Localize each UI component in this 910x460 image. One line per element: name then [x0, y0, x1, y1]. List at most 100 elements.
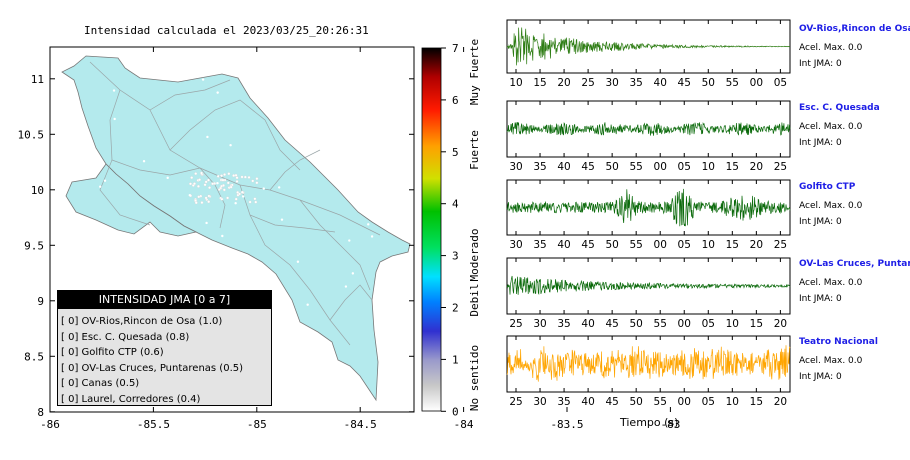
time-tick-label: 00: [678, 318, 691, 330]
map-dot: [240, 190, 244, 194]
map-dot: [142, 160, 146, 163]
map-dot: [194, 172, 198, 176]
time-tick-label: 15: [750, 318, 763, 330]
time-tick-label: 10: [702, 239, 715, 251]
time-tick-label: 20: [750, 161, 763, 173]
lon-tick-label: -83.5: [550, 418, 583, 431]
lat-tick-label: 9.5: [24, 239, 44, 252]
map-dot: [99, 185, 102, 188]
map-dot: [194, 201, 198, 205]
time-tick-label: 15: [533, 77, 546, 89]
map-dot: [206, 135, 209, 139]
map-dot: [200, 171, 203, 175]
time-tick-label: 00: [654, 239, 667, 251]
colorbar-gradient: [421, 47, 442, 412]
map-dot: [198, 178, 201, 182]
time-tick-label: 25: [774, 239, 787, 251]
time-tick-label: 00: [654, 161, 667, 173]
time-tick-label: 25: [509, 396, 522, 408]
map-dot: [204, 180, 208, 184]
station-name: Esc. C. Quesada: [799, 103, 880, 113]
map-dot: [251, 179, 255, 183]
seismogram-panel: 30 35 40 45 50 55 00 05 10 15 20 25: [506, 100, 791, 173]
map-dot: [216, 174, 220, 178]
colorbar-category-label: Fuerte: [468, 130, 481, 170]
nicoya-peninsula: [65, 163, 198, 237]
map-dot: [166, 176, 169, 180]
legend-entry: [ 0] OV-Rios,Rincon de Osa (1.0): [61, 316, 223, 327]
map-dot: [220, 174, 223, 178]
map-dot: [240, 175, 244, 179]
map-dot: [188, 193, 192, 197]
map-dot: [208, 186, 212, 190]
map-dot: [253, 197, 257, 201]
lat-tick-label: 8.5: [24, 350, 44, 363]
station-name: OV-Rios,Rincon de Osa: [799, 24, 910, 34]
time-tick-label: 50: [605, 161, 618, 173]
seismogram-panel: 25 30 35 40 45 50 55 00 05 10 15 20: [506, 257, 791, 330]
map-dot: [97, 248, 100, 252]
time-tick-label: 40: [557, 161, 570, 173]
time-tick-label: 10: [726, 318, 739, 330]
time-tick-label: 40: [654, 77, 667, 89]
colorbar-tick-label: 0: [452, 405, 459, 418]
time-tick-label: 25: [509, 318, 522, 330]
lat-tick-label: 9: [37, 295, 44, 308]
seismogram-panel: 10 15 20 25 30 35 40 45 50 55 00 05: [506, 19, 791, 89]
map-dot: [180, 75, 183, 78]
lat-tick-label: 8: [37, 406, 44, 419]
colorbar-tick-label: 5: [452, 146, 459, 159]
colorbar-category-label: No sentido: [468, 345, 481, 411]
station-jma: Int JMA: 0: [799, 372, 842, 382]
station-accel: Acel. Max. 0.0: [799, 122, 863, 132]
time-tick-label: 05: [702, 396, 715, 408]
lat-tick-label: 10.5: [18, 128, 45, 141]
map-dot: [142, 266, 145, 269]
time-tick-label: 05: [678, 161, 691, 173]
x-axis-label: Tiempo (s): [620, 416, 679, 429]
time-tick-label: 35: [629, 77, 642, 89]
map-dot: [222, 188, 226, 192]
map-dot: [234, 202, 237, 205]
map-dot: [229, 185, 233, 189]
time-tick-label: 25: [581, 77, 594, 89]
time-tick-label: 35: [533, 239, 546, 251]
map-dot: [207, 200, 211, 204]
colorbar-category-label: Moderado: [468, 229, 481, 282]
time-tick-label: 15: [750, 396, 763, 408]
lon-tick-label: -86: [40, 418, 60, 431]
map-dot: [317, 343, 320, 346]
map-dot: [205, 221, 208, 225]
map-dot: [235, 176, 239, 180]
station-info-5: Teatro Nacional Acel. Max. 0.0 Int JMA: …: [799, 337, 878, 382]
time-tick-label: 50: [702, 77, 715, 89]
time-tick-label: 45: [581, 239, 594, 251]
map-dot: [348, 239, 351, 242]
time-tick-label: 00: [750, 77, 763, 89]
time-tick-label: 45: [605, 396, 618, 408]
map-dot: [277, 186, 281, 189]
time-tick-label: 15: [726, 239, 739, 251]
time-tick-label: 05: [702, 318, 715, 330]
map-dot: [207, 194, 211, 198]
lat-axis: 11 10.5 10 9.5 9 8.5 8: [18, 73, 414, 419]
station-jma: Int JMA: 0: [799, 217, 842, 227]
map-dot: [227, 172, 231, 176]
legend-entry: [ 0] Golfito CTP (0.6): [61, 347, 164, 359]
map-dot: [226, 181, 230, 185]
station-name: OV-Las Cruces, Puntar: [799, 259, 910, 269]
station-jma: Int JMA: 0: [799, 138, 842, 148]
map-dot: [184, 77, 188, 80]
map-dot: [236, 190, 240, 194]
map-dot: [344, 285, 348, 288]
time-tick-label: 50: [629, 396, 642, 408]
station-info-1: OV-Rios,Rincon de Osa Acel. Max. 0.0 Int…: [799, 24, 910, 69]
seismogram-trace: [506, 188, 791, 227]
time-tick-label: 15: [726, 161, 739, 173]
legend-entry: [ 0] Laurel, Corredores (0.4): [61, 393, 201, 405]
time-tick-label: 30: [605, 77, 618, 89]
seismogram-panel: 25 30 35 40 45 50 55 00 05 10 15 20: [506, 335, 791, 408]
map-dot: [243, 175, 247, 179]
seismogram-trace: [506, 122, 791, 136]
time-tick-label: 55: [654, 396, 667, 408]
